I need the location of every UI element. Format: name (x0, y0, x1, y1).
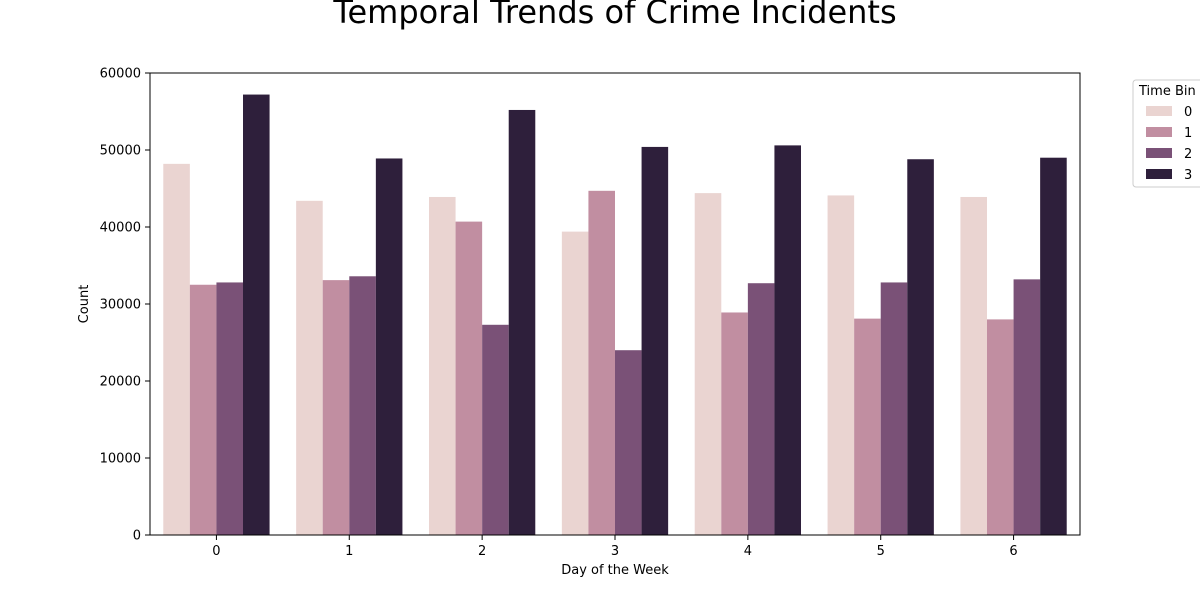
bar-day-5-bin-1 (854, 318, 881, 535)
bar-day-0-bin-3 (243, 94, 270, 535)
bar-day-1-bin-1 (322, 280, 350, 535)
bar-day-4-bin-2 (747, 283, 775, 535)
bar-day-4-bin-0 (694, 193, 722, 535)
bar-day-5-bin-0 (827, 195, 855, 535)
bar-day-6-bin-1 (987, 319, 1014, 535)
plot-frame (149, 72, 1081, 536)
legend-swatch-3 (1146, 169, 1172, 179)
x-tick-label: 0 (212, 544, 220, 559)
x-tick-label: 3 (611, 544, 619, 559)
y-tick-label: 10000 (100, 452, 141, 467)
chart-title: Temporal Trends of Crime Incidents (332, 0, 896, 31)
legend-title: Time Bin (1138, 84, 1196, 99)
bar-day-3-bin-1 (588, 190, 615, 535)
bar-day-1-bin-3 (375, 158, 403, 535)
bar-day-0-bin-2 (216, 282, 243, 535)
x-tick-label: 4 (744, 544, 752, 559)
bar-day-2-bin-2 (482, 324, 509, 535)
bar-day-2-bin-1 (455, 221, 483, 536)
legend-swatch-0 (1146, 106, 1172, 116)
legend-swatch-2 (1146, 148, 1172, 158)
bar-day-3-bin-0 (561, 231, 589, 535)
x-tick-label: 5 (877, 544, 885, 559)
x-tick-label: 2 (478, 544, 486, 559)
legend-label-0: 0 (1184, 105, 1192, 120)
bar-day-3-bin-3 (641, 146, 669, 536)
bar-day-6-bin-3 (1040, 157, 1067, 535)
bar-day-0-bin-0 (163, 163, 190, 536)
y-axis-label: Count (77, 285, 92, 324)
x-axis: 0 1 2 3 4 5 6 (212, 535, 1018, 559)
y-tick-label: 40000 (100, 221, 141, 236)
y-axis: 0 10000 20000 30000 40000 50000 60000 (100, 67, 150, 544)
bar-day-2-bin-3 (508, 109, 536, 536)
bar-day-1-bin-0 (296, 200, 323, 535)
y-tick-label: 60000 (100, 67, 141, 82)
y-tick-label: 20000 (100, 375, 141, 390)
legend-swatch-1 (1146, 127, 1172, 137)
legend-label-3: 3 (1184, 168, 1192, 183)
bar-day-4-bin-1 (721, 312, 748, 535)
bars-group (163, 94, 1067, 536)
bar-day-6-bin-0 (960, 196, 987, 535)
bar-day-5-bin-2 (880, 282, 908, 535)
x-tick-label: 6 (1009, 544, 1017, 559)
y-tick-label: 50000 (100, 144, 141, 159)
legend-label-2: 2 (1184, 147, 1192, 162)
bar-day-5-bin-3 (907, 159, 934, 536)
bar-day-0-bin-1 (189, 284, 217, 535)
bar-day-6-bin-2 (1013, 279, 1041, 535)
bar-day-4-bin-3 (774, 145, 801, 535)
y-tick-label: 30000 (100, 298, 141, 313)
bar-day-1-bin-2 (349, 276, 376, 535)
y-tick-label: 0 (133, 529, 141, 544)
legend: Time Bin 0 1 2 3 (1132, 79, 1200, 188)
bar-day-2-bin-0 (429, 196, 456, 535)
bar-day-3-bin-2 (615, 350, 642, 535)
x-axis-label: Day of the Week (561, 563, 669, 578)
legend-label-1: 1 (1184, 126, 1192, 141)
x-tick-label: 1 (345, 544, 353, 559)
